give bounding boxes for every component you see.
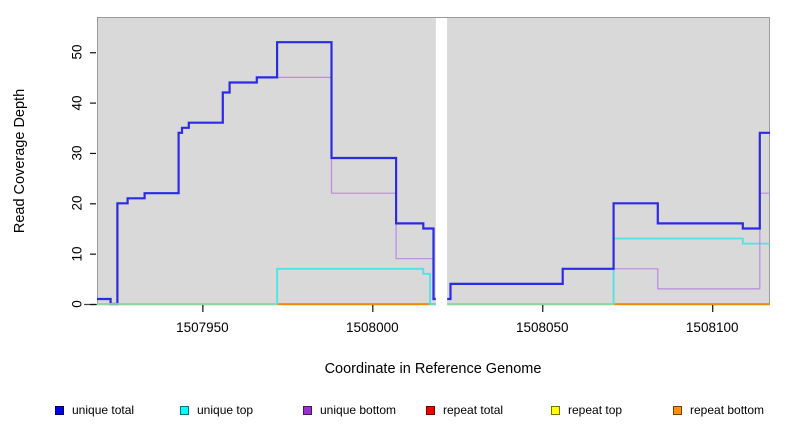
- y-axis-title: Read Coverage Depth: [12, 88, 28, 234]
- x-tick-label: 1508050: [515, 320, 569, 335]
- y-tick-label: 30: [69, 145, 85, 161]
- legend-item-unique-bottom: unique bottom: [303, 402, 396, 418]
- series-unique-top-segment-1: [97, 267, 436, 305]
- y-tick-label: 10: [69, 246, 85, 262]
- legend-label-repeat-top: repeat top: [568, 403, 623, 417]
- y-tick-label: 50: [69, 44, 85, 60]
- series-unique-total-segment-2: [447, 131, 770, 301]
- x-tick-label: 1507950: [176, 320, 229, 335]
- legend-swatch-repeat-top: [551, 405, 560, 415]
- legend-label-repeat-bottom: repeat bottom: [690, 403, 765, 417]
- x-tick-label: 1508000: [346, 320, 399, 335]
- legend-item-repeat-bottom: repeat bottom: [673, 402, 764, 418]
- legend-swatch-repeat-total: [426, 405, 435, 415]
- legend-item-unique-top: unique top: [180, 402, 253, 418]
- legend-item-unique-total: unique total: [55, 402, 134, 418]
- y-tick-label: 20: [69, 195, 85, 211]
- legend-label-unique-top: unique top: [197, 403, 254, 417]
- legend-item-repeat-top: repeat top: [551, 402, 622, 418]
- legend-label-unique-total: unique total: [72, 403, 135, 417]
- legend-item-repeat-total: repeat total: [426, 402, 503, 418]
- legend-label-repeat-total: repeat total: [443, 403, 504, 417]
- y-tick-label: 0: [69, 300, 85, 308]
- legend-swatch-repeat-bottom: [673, 405, 682, 415]
- legend-label-unique-bottom: unique bottom: [320, 403, 397, 417]
- legend-swatch-unique-top: [180, 405, 189, 415]
- y-tick-label: 40: [69, 95, 85, 111]
- legend-swatch-unique-total: [55, 405, 64, 415]
- series-unique-total-segment-1: [97, 41, 436, 306]
- x-tick-label: 1508100: [685, 320, 739, 335]
- gap-band: [435, 18, 448, 307]
- x-axis-title: Coordinate in Reference Genome: [324, 361, 542, 377]
- legend-swatch-unique-bottom: [303, 405, 312, 415]
